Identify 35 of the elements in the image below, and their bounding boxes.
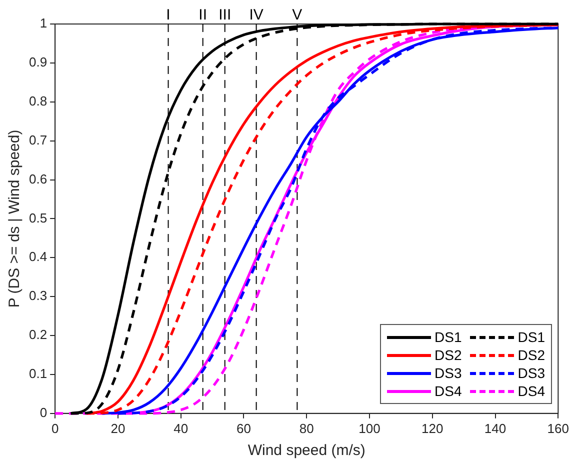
y-tick-label: 1	[40, 16, 48, 31]
x-tick-label: 80	[299, 420, 314, 436]
y-tick-label: 0.7	[28, 132, 48, 148]
ref-line-label: V	[292, 6, 302, 24]
legend-label: DS3	[434, 365, 462, 381]
y-tick-label: 0.1	[28, 366, 48, 382]
y-tick-label: 0.2	[28, 327, 48, 342]
legend-label: DS1	[434, 329, 462, 345]
legend-label: DS1	[518, 329, 545, 345]
x-tick-label: 60	[236, 420, 251, 436]
x-tick-label: 100	[358, 420, 380, 436]
y-tick-label: 0	[40, 404, 48, 420]
y-tick-label: 0.3	[28, 288, 48, 304]
ref-line-label: II	[198, 6, 208, 24]
y-tick-label: 0.9	[28, 54, 48, 70]
ref-line-label: I	[166, 6, 170, 24]
y-tick-label: 0.6	[28, 171, 48, 186]
x-tick-label: 160	[547, 420, 570, 436]
y-axis-title: P (DS >= ds | Wind speed)	[6, 130, 24, 308]
y-tick-label: 0.8	[28, 93, 48, 108]
y-tick-label: 0.4	[28, 249, 48, 264]
legend-label: DS2	[518, 347, 545, 363]
x-tick-label: 20	[110, 420, 126, 436]
y-tick-label: 0.5	[28, 210, 48, 226]
ref-line-label: III	[218, 6, 232, 24]
legend-label: DS2	[434, 347, 462, 363]
legend-label: DS4	[434, 383, 462, 399]
x-axis-title: Wind speed (m/s)	[248, 442, 366, 460]
x-tick-label: 120	[422, 420, 444, 436]
legend-label: DS3	[518, 365, 545, 381]
ref-line-label: IV	[249, 6, 264, 24]
legend-label: DS4	[518, 383, 545, 399]
x-tick-label: 140	[484, 420, 506, 436]
x-tick-label: 40	[174, 420, 188, 436]
x-tick-label: 0	[51, 420, 59, 436]
